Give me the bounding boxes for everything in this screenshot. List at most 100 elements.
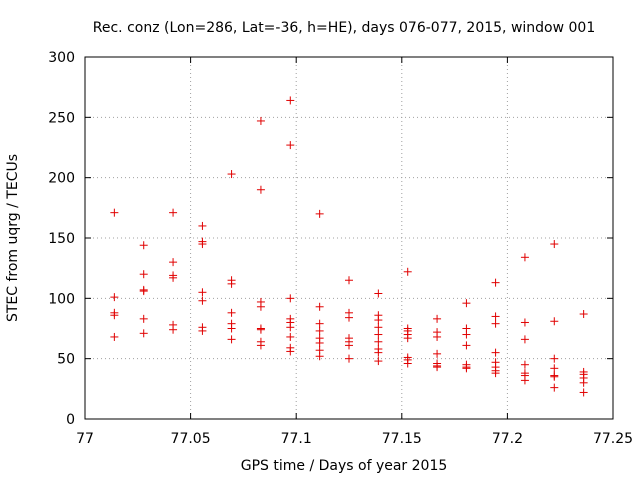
data-point xyxy=(345,354,353,363)
data-point xyxy=(374,323,383,332)
y-axis-ticks: 0 50 100 150 200 250 300 xyxy=(48,50,613,428)
data-point xyxy=(433,349,442,358)
data-point xyxy=(315,338,324,347)
data-point xyxy=(433,314,442,323)
data-point xyxy=(520,376,529,385)
data-point xyxy=(198,221,207,230)
data-point xyxy=(315,319,324,328)
data-point xyxy=(256,325,265,334)
data-point xyxy=(256,341,265,350)
data-point xyxy=(550,364,559,373)
data-point xyxy=(374,289,383,298)
chart-title: Rec. conz (Lon=286, Lat=-36, h=HE), days… xyxy=(93,20,595,36)
data-point xyxy=(286,347,295,356)
data-point xyxy=(550,317,559,326)
data-point xyxy=(286,96,295,105)
data-point xyxy=(345,313,353,322)
data-point xyxy=(462,299,471,308)
data-point xyxy=(256,302,265,311)
data-point xyxy=(462,330,471,339)
x-tick-label: 77 xyxy=(76,431,94,447)
y-tick-label: 100 xyxy=(48,291,75,307)
data-point xyxy=(433,332,442,341)
data-point xyxy=(315,209,324,218)
data-point xyxy=(198,240,207,249)
data-point xyxy=(491,312,500,321)
data-point xyxy=(198,288,207,297)
y-axis-label: STEC from uqrg / TECUs xyxy=(5,154,21,322)
data-point xyxy=(403,359,412,368)
data-point xyxy=(462,364,471,373)
data-point xyxy=(315,326,324,335)
data-point xyxy=(315,302,324,311)
grid-lines xyxy=(85,57,613,419)
data-point xyxy=(550,372,559,381)
data-point xyxy=(345,341,353,350)
data-point xyxy=(520,318,529,327)
data-point xyxy=(139,329,148,338)
x-axis-label: GPS time / Days of year 2015 xyxy=(241,458,448,474)
data-point xyxy=(139,287,148,296)
data-point xyxy=(110,311,119,320)
data-point xyxy=(579,310,588,319)
data-point xyxy=(520,360,529,369)
data-point xyxy=(139,241,148,250)
data-point xyxy=(491,369,500,378)
y-tick-label: 250 xyxy=(48,110,75,126)
data-point xyxy=(198,326,207,335)
data-point xyxy=(345,276,353,285)
data-point xyxy=(491,278,500,287)
data-point xyxy=(139,314,148,323)
data-point xyxy=(374,330,383,339)
data-point xyxy=(433,363,442,372)
x-tick-label: 77.1 xyxy=(281,431,312,447)
x-tick-label: 77.2 xyxy=(492,431,523,447)
data-point xyxy=(374,316,383,325)
data-point xyxy=(139,270,148,279)
data-point xyxy=(550,383,559,392)
data-point xyxy=(169,258,178,267)
y-tick-label: 200 xyxy=(48,171,75,187)
data-point xyxy=(227,335,236,344)
data-point xyxy=(286,332,295,341)
data-point xyxy=(227,308,236,317)
data-points xyxy=(110,96,588,397)
data-point xyxy=(169,208,178,217)
y-tick-label: 0 xyxy=(66,412,75,428)
x-tick-label: 77.05 xyxy=(171,431,211,447)
data-point xyxy=(286,294,295,303)
data-point xyxy=(169,325,178,334)
data-point xyxy=(491,348,500,357)
data-point xyxy=(256,116,265,125)
data-point xyxy=(315,352,324,361)
data-point xyxy=(286,141,295,150)
y-tick-label: 150 xyxy=(48,231,75,247)
y-tick-label: 50 xyxy=(57,352,75,368)
data-point xyxy=(110,332,119,341)
data-point xyxy=(403,334,412,343)
data-point xyxy=(403,267,412,276)
y-tick-label: 300 xyxy=(48,50,75,66)
data-point xyxy=(550,240,559,249)
data-point xyxy=(198,296,207,305)
data-point xyxy=(227,279,236,288)
data-point xyxy=(286,323,295,332)
data-point xyxy=(110,208,119,217)
x-tick-label: 77.25 xyxy=(593,431,633,447)
x-axis-ticks: 77 77.05 77.1 77.15 77.2 77.25 xyxy=(76,57,633,447)
data-point xyxy=(256,185,265,194)
data-point xyxy=(227,324,236,333)
x-tick-label: 77.15 xyxy=(382,431,422,447)
data-point xyxy=(374,348,383,357)
data-point xyxy=(550,354,559,363)
data-point xyxy=(227,170,236,179)
data-point xyxy=(169,273,178,282)
data-point xyxy=(520,335,529,344)
data-point xyxy=(374,357,383,366)
data-point xyxy=(374,337,383,346)
data-point xyxy=(579,378,588,387)
data-point xyxy=(491,319,500,328)
data-point xyxy=(520,253,529,262)
data-point xyxy=(579,388,588,397)
